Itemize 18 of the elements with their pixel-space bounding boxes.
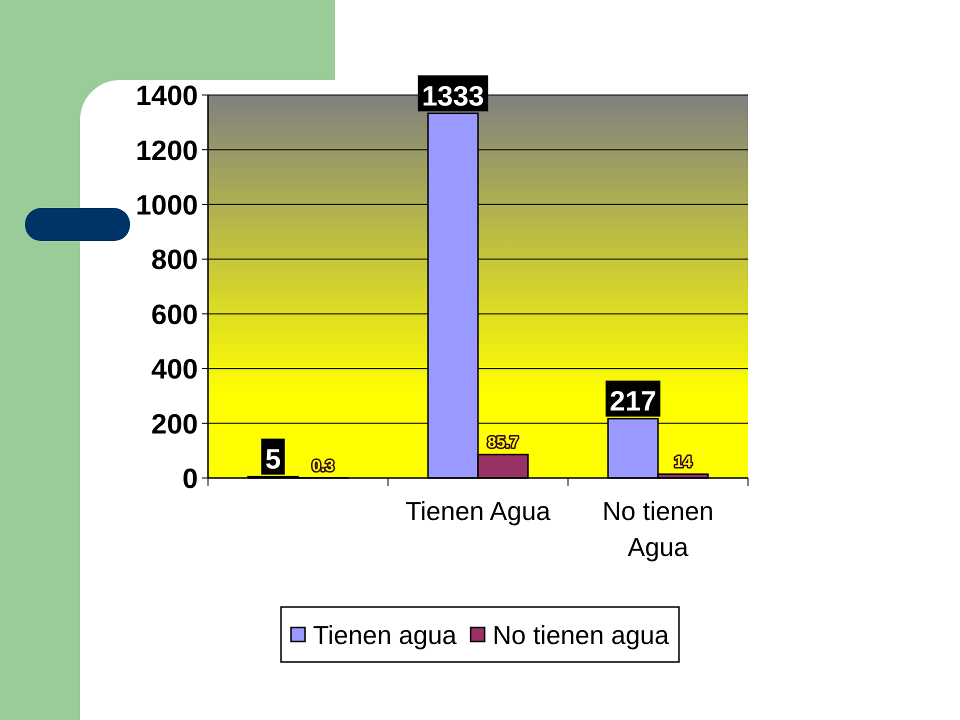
data-label: 14 xyxy=(674,454,692,472)
legend-label: No tienen agua xyxy=(492,620,670,650)
y-tick-label: 400 xyxy=(151,354,198,385)
y-tick-label: 1400 xyxy=(136,80,198,112)
x-tick-label: Tienen Agua xyxy=(405,496,552,526)
y-tick-label: 1200 xyxy=(136,134,198,166)
data-label: 5 xyxy=(265,444,281,475)
y-tick-label: 800 xyxy=(151,244,198,276)
y-tick-label: 1000 xyxy=(136,190,198,221)
legend-label: Tienen agua xyxy=(313,620,458,650)
x-tick-label: No tienen Agua xyxy=(602,496,714,562)
data-label: 1333 xyxy=(422,80,484,112)
y-tick-label: 600 xyxy=(151,298,198,330)
data-label: 0.3 xyxy=(312,458,334,475)
data-label: 85.7 xyxy=(487,434,519,452)
data-label: 217 xyxy=(610,386,656,417)
y-tick-label: 200 xyxy=(151,408,198,440)
y-tick-label: 0 xyxy=(182,463,198,494)
